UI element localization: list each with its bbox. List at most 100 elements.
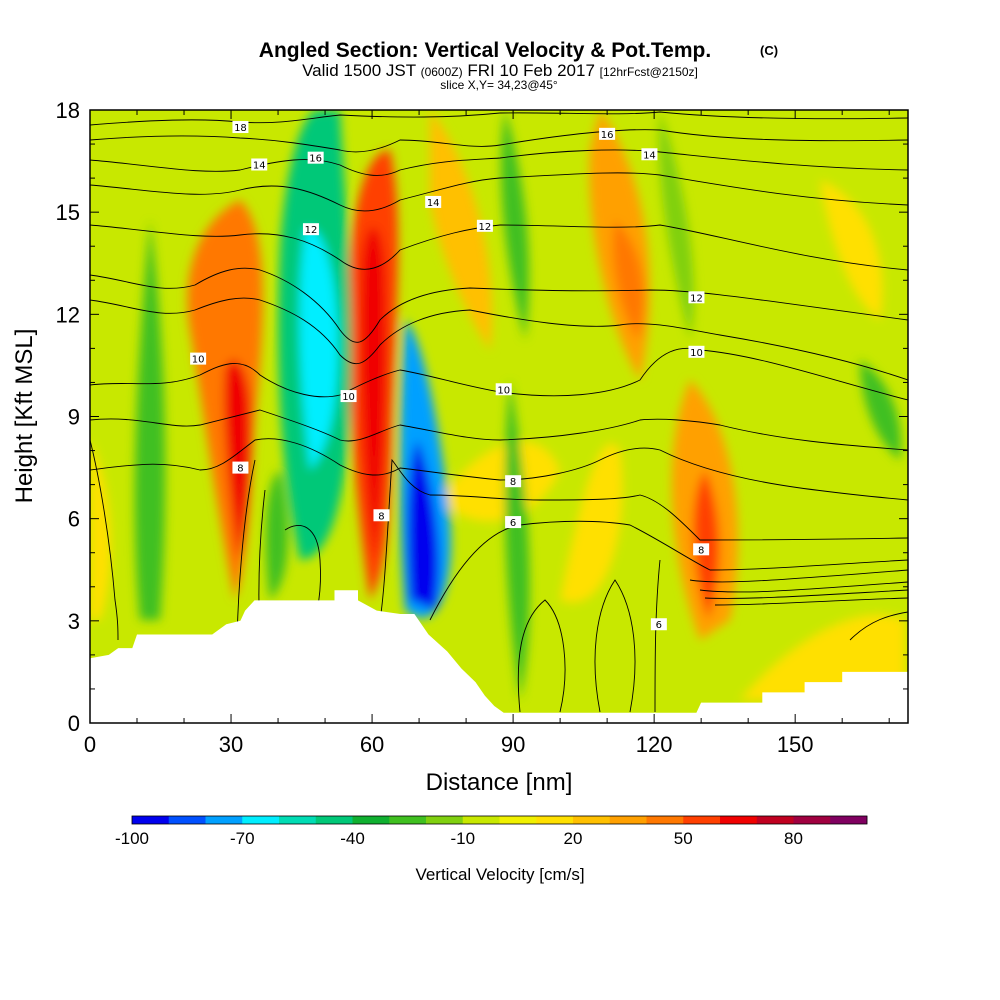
colorbar-swatch — [683, 816, 721, 824]
colorbar-swatch — [132, 816, 170, 824]
contour-label-box — [373, 509, 390, 522]
contour-label: 12 — [476, 219, 493, 233]
y-axis: 0 3 6 9 12 15 18 — [56, 98, 908, 736]
contour-label-box — [476, 219, 493, 232]
contour-label-box — [190, 352, 207, 365]
contour-label-box — [505, 516, 522, 529]
y-tick-label: 0 — [68, 711, 80, 736]
contour-label: 16 — [599, 127, 616, 141]
updraft-band-mid — [430, 110, 492, 350]
contour-label-box — [302, 223, 319, 236]
colorbar-swatch — [462, 816, 500, 824]
contour-label-box — [425, 195, 442, 208]
colorbar-swatch — [646, 816, 684, 824]
contour-label: 6 — [505, 516, 522, 529]
contour-label-box — [495, 383, 512, 396]
chart-title: Angled Section: Vertical Velocity & Pot.… — [259, 39, 711, 62]
colorbar-tick-label: -40 — [340, 829, 365, 848]
x-axis: 0 30 60 90 120 150 — [84, 110, 890, 757]
velocity-field — [90, 110, 905, 700]
contour-label-text: 16 — [309, 154, 322, 165]
colorbar-tick-label: -10 — [450, 829, 475, 848]
contour-line — [90, 439, 119, 641]
colorbar-frame — [131, 815, 868, 825]
subtitle-date: FRI 10 Feb 2017 — [467, 61, 595, 80]
updraft-core-center — [360, 227, 387, 561]
colorbar-swatch — [426, 816, 464, 824]
x-tick-label: 120 — [636, 732, 673, 757]
x-axis-label: Distance [nm] — [426, 769, 573, 796]
contour-label-text: 14 — [427, 198, 440, 209]
contour-line — [594, 579, 636, 713]
contour-line — [699, 581, 908, 593]
contour-label-text: 12 — [690, 293, 703, 304]
contour-line — [90, 297, 908, 381]
colorbar-swatch — [352, 816, 390, 824]
contour-label: 8 — [232, 461, 249, 475]
contour-label-box — [251, 158, 268, 171]
contour-label-text: 10 — [497, 385, 510, 396]
contour-label: 10 — [190, 352, 207, 366]
contour-line — [90, 149, 908, 176]
colorbar-tick-label: 50 — [674, 829, 693, 848]
x-tick-label: 0 — [84, 732, 96, 757]
x-tick-label: 30 — [219, 732, 243, 757]
contour-label: 16 — [307, 151, 324, 165]
pot-temp-contours — [90, 111, 908, 713]
contour-label-box — [505, 475, 522, 488]
contour-label-text: 10 — [192, 355, 205, 366]
contour-line — [90, 129, 908, 153]
updraft-core-east — [612, 220, 645, 340]
contour-label: 12 — [302, 223, 319, 236]
subtitle-valid: Valid 1500 JST — [302, 61, 416, 80]
x-tick-label: 90 — [501, 732, 525, 757]
y-tick-label: 12 — [56, 302, 80, 327]
contour-label-box — [693, 543, 710, 556]
contour-label-text: 6 — [510, 518, 516, 529]
updraft-core-west — [224, 360, 251, 560]
contour-label-text: 10 — [342, 392, 355, 403]
y-axis-label: Height [Kft MSL] — [11, 329, 38, 504]
chart-subtitle: Valid 1500 JST (0600Z) FRI 10 Feb 2017 [… — [302, 61, 698, 80]
contour-line — [90, 172, 908, 212]
colorbar-swatch — [573, 816, 611, 824]
downdraft-core-west — [299, 228, 339, 470]
contour-label: 8 — [505, 475, 522, 488]
contour-label: 8 — [373, 509, 390, 522]
contour-label: 14 — [641, 148, 658, 161]
green-band-4 — [659, 110, 694, 340]
contour-line — [429, 520, 908, 621]
contour-line — [90, 224, 908, 271]
contour-line — [379, 458, 908, 621]
plot-area: 18 16 16 14 14 14 12 12 12 10 10 10 10 8 8 8 8 6 6 — [90, 110, 908, 723]
colorbar-label: Vertical Velocity [cm/s] — [415, 865, 584, 884]
contour-label-text: 18 — [234, 123, 247, 134]
contour-label: 10 — [495, 383, 512, 396]
colorbar-swatch — [242, 816, 280, 824]
colorbar-swatch — [499, 816, 537, 824]
contour-label-text: 16 — [601, 130, 614, 141]
contour-label: 14 — [251, 158, 268, 171]
green-band-5 — [860, 360, 901, 460]
colorbar-tick-labels: -100 -70 -40 -10 20 50 80 — [115, 829, 803, 848]
contour-label-text: 8 — [510, 477, 516, 488]
y-tick-label: 3 — [68, 609, 80, 634]
contour-label: 14 — [425, 195, 442, 209]
title-mark: (C) — [760, 43, 778, 58]
contour-line — [714, 597, 908, 606]
contour-label: 18 — [232, 121, 249, 134]
y-tick-label: 18 — [56, 98, 80, 123]
contour-line — [689, 569, 908, 583]
y-tick-label: 6 — [68, 507, 80, 532]
contour-label-text: 12 — [479, 222, 492, 233]
colorbar-swatch — [205, 816, 243, 824]
colorbar-swatch — [756, 816, 794, 824]
contour-label-box — [599, 127, 616, 140]
contour-line — [517, 599, 566, 713]
colorbar-swatch — [793, 816, 831, 824]
contour-line — [849, 611, 908, 641]
subtitle-utc: (0600Z) — [421, 65, 463, 79]
contour-label: 12 — [688, 291, 705, 304]
colorbar-swatch — [168, 816, 206, 824]
colorbar-swatch — [389, 816, 427, 824]
